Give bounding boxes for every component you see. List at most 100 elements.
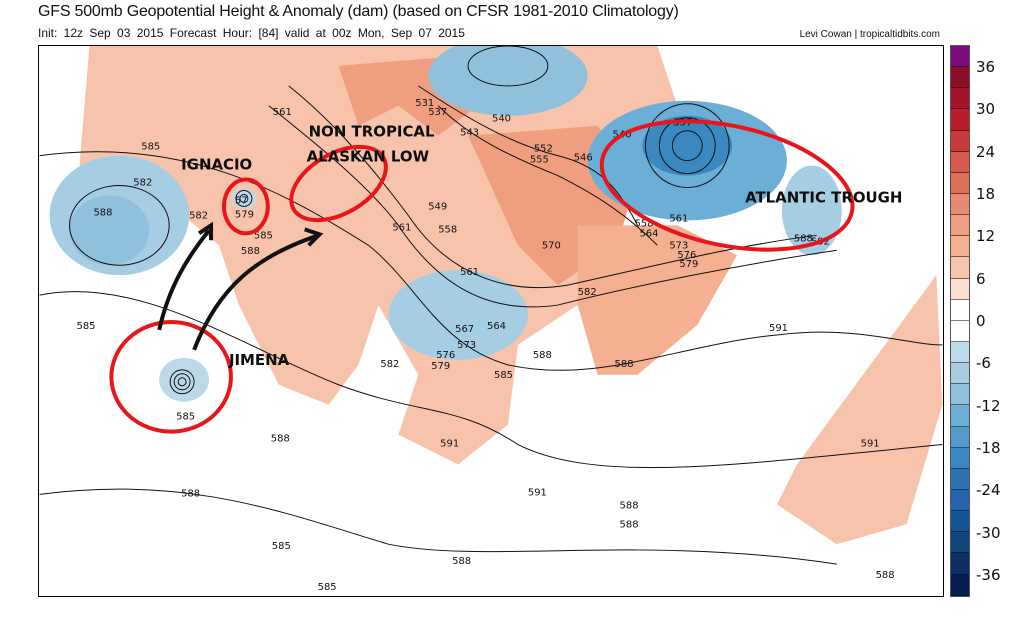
colorbar-tick: -12 <box>976 396 1001 415</box>
colorbar-bin <box>951 67 969 89</box>
contour-label: 561 <box>460 267 479 278</box>
contour-label: 588 <box>615 359 634 370</box>
map-title: GFS 500mb Geopotential Height & Anomaly … <box>38 3 679 20</box>
colorbar-tick: 36 <box>976 58 996 77</box>
contour-label: 546 <box>574 153 593 164</box>
contour-label: 564 <box>487 321 506 332</box>
positive-anomaly-east <box>577 225 738 375</box>
contour-label: 558 <box>438 224 457 235</box>
colorbar-tick: 24 <box>976 142 996 161</box>
contour-label: 558 <box>634 218 653 229</box>
colorbar-bin <box>951 109 969 131</box>
contour-label: 585 <box>176 412 195 423</box>
contour-label: 591 <box>769 323 788 334</box>
contour-label: 573 <box>669 240 688 251</box>
contour-label: 588 <box>181 488 200 499</box>
colorbar-bin <box>951 574 969 596</box>
contour-label: 585 <box>318 582 337 593</box>
colorbar-bin <box>951 553 969 575</box>
contour-label: 570 <box>542 240 561 251</box>
negative-anomaly-atlantic-east <box>781 165 842 256</box>
contour-label: 588 <box>241 246 260 257</box>
contour-label: 582 <box>133 177 152 188</box>
contour-label: 576 <box>436 350 455 361</box>
colorbar-tick: 18 <box>976 185 996 204</box>
colorbar-bin <box>951 447 969 469</box>
colorbar-tick: 30 <box>976 100 996 119</box>
contour-label: 537 <box>428 107 447 118</box>
contour-label: 582 <box>578 287 597 298</box>
negative-anomaly-plains <box>388 270 528 360</box>
contour-label: 588 <box>452 556 471 567</box>
anomaly-colorbar <box>950 45 970 597</box>
contour-label: 579 <box>431 361 450 372</box>
contour-label: 57 <box>235 195 248 206</box>
alaskan-low-circle <box>289 144 388 223</box>
contour-label: 552 <box>534 144 553 155</box>
colorbar-bin <box>951 130 969 152</box>
contour-label: 585 <box>272 541 291 552</box>
label-ignacio: IGNACIO <box>181 156 252 174</box>
contour-label: 588 <box>533 350 552 361</box>
contour-label: 582 <box>380 359 399 370</box>
contour-label: 531 <box>415 98 434 109</box>
colorbar-tick: -30 <box>976 523 1001 542</box>
colorbar-bin <box>951 363 969 385</box>
colorbar-bin <box>951 172 969 194</box>
jimena-circle <box>109 320 233 434</box>
contour-label: 591 <box>861 439 880 450</box>
contour-label: 588 <box>620 519 639 530</box>
contour-label: 579 <box>679 259 698 270</box>
label-alaskan-low: ALASKAN LOW <box>307 148 430 166</box>
colorbar-bin <box>951 532 969 554</box>
anomaly-fills <box>49 46 943 545</box>
contour-label: 579 <box>235 209 254 220</box>
colorbar-tick: 6 <box>976 269 986 288</box>
colorbar-tick: -24 <box>976 481 1001 500</box>
contour-label: 585 <box>141 142 160 153</box>
colorbar-bin <box>951 236 969 258</box>
colorbar-bin <box>951 278 969 300</box>
colorbar-bin <box>951 384 969 406</box>
colorbar-bin <box>951 88 969 110</box>
label-jimena: JIMENA <box>228 351 290 369</box>
colorbar-bin <box>951 320 969 342</box>
contour-label: 564 <box>639 228 658 239</box>
positive-anomaly-atlantic <box>776 275 943 545</box>
colorbar-tick: -36 <box>976 565 1001 584</box>
contour-label: 567 <box>455 324 474 335</box>
contour-labels: 585 582 588 561 582 579 57 585 588 561 5… <box>77 98 895 593</box>
contour-label: 561 <box>392 222 411 233</box>
label-atlantic-trough: ATLANTIC TROUGH <box>745 188 902 206</box>
contour-label: 588 <box>93 207 112 218</box>
forecast-info: Init: 12z Sep 03 2015 Forecast Hour: [84… <box>38 26 465 40</box>
contour-label: 537 <box>673 118 692 129</box>
colorbar-tick: -18 <box>976 438 1001 457</box>
contour-label: 576 <box>677 250 696 261</box>
colorbar-bin <box>951 151 969 173</box>
colorbar-bin <box>951 215 969 237</box>
annotations: IGNACIO NON TROPICAL ALASKAN LOW ATLANTI… <box>109 119 902 434</box>
contour-label: 573 <box>457 340 476 351</box>
contour-label: 588 <box>794 233 813 244</box>
ignacio-circle <box>221 177 270 236</box>
colorbar-bin <box>951 426 969 448</box>
jimena-anomaly <box>159 357 210 402</box>
credit: Levi Cowan | tropicaltidbits.com <box>799 29 940 40</box>
negative-anomaly-pacific-core <box>69 195 150 266</box>
contour-label: 543 <box>460 128 479 139</box>
colorbar-tick: 12 <box>976 227 996 246</box>
label-non-tropical: NON TROPICAL <box>309 123 435 141</box>
anomaly-map: 585 582 588 561 582 579 57 585 588 561 5… <box>38 45 944 597</box>
contour-label: 588 <box>876 570 895 581</box>
colorbar-bin <box>951 468 969 490</box>
contour-label: 591 <box>528 487 547 498</box>
colorbar-bin <box>951 257 969 279</box>
colorbar-bin <box>951 193 969 216</box>
contour-label: 549 <box>428 201 447 212</box>
arrow-to-alaskan-low <box>192 227 324 351</box>
colorbar-bin <box>951 46 969 68</box>
contour-label: 540 <box>492 114 511 125</box>
colorbar-tick: -6 <box>976 354 991 373</box>
contour-label: 585 <box>77 321 96 332</box>
